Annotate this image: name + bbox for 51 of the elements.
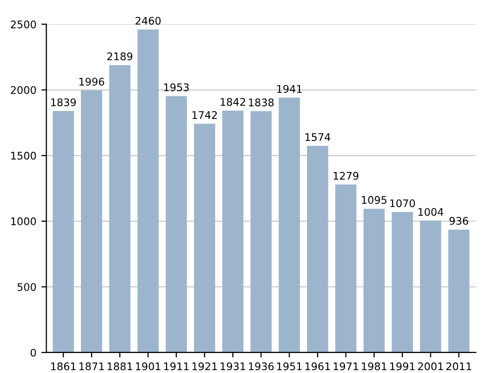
bar xyxy=(137,29,159,352)
data-label: 1279 xyxy=(334,172,358,180)
data-label: 1004 xyxy=(418,208,444,216)
data-label: 1838 xyxy=(248,98,274,106)
x-tick-label: 2001 xyxy=(418,362,443,370)
bar xyxy=(194,124,216,352)
x-tick-label: 1971 xyxy=(334,362,358,370)
data-label: 1742 xyxy=(192,111,217,119)
y-tick-label: 500 xyxy=(18,283,36,291)
bar xyxy=(392,212,413,352)
bar xyxy=(420,220,442,352)
x-tick-label: 1861 xyxy=(51,362,76,370)
bar xyxy=(250,111,272,352)
data-label: 936 xyxy=(450,216,468,225)
bar xyxy=(80,90,102,352)
x-tick-label: 1961 xyxy=(305,362,330,370)
x-tick-label: 2011 xyxy=(446,362,472,370)
x-tick-label: 1921 xyxy=(192,362,217,370)
data-label: 1941 xyxy=(277,84,302,93)
data-label: 2189 xyxy=(107,52,132,60)
y-tick-label: 2500 xyxy=(10,20,36,28)
x-tick-label: 1881 xyxy=(108,362,132,370)
y-tick-label: 1000 xyxy=(11,217,36,226)
bar xyxy=(109,65,130,352)
data-label: 2460 xyxy=(136,16,161,25)
bar xyxy=(335,184,356,352)
bar xyxy=(52,111,74,352)
y-tick-label: 0 xyxy=(30,348,36,357)
x-tick-label: 1936 xyxy=(248,362,274,370)
data-label: 1842 xyxy=(220,98,246,106)
bar xyxy=(306,146,328,352)
bar xyxy=(448,230,470,352)
x-tick-label: 1951 xyxy=(277,362,302,370)
bar xyxy=(363,208,385,352)
data-label: 1574 xyxy=(305,133,330,142)
data-label: 1996 xyxy=(79,78,104,86)
data-label: 1953 xyxy=(164,83,189,92)
bar xyxy=(222,110,244,352)
x-tick-label: 1981 xyxy=(362,362,386,370)
bar xyxy=(166,96,187,352)
x-tick-label: 1991 xyxy=(390,362,415,370)
data-label: 1070 xyxy=(390,199,415,208)
x-tick-label: 1931 xyxy=(220,362,246,370)
data-label: 1095 xyxy=(362,196,386,204)
y-tick-label: 1500 xyxy=(11,152,36,160)
y-tick-label: 2000 xyxy=(10,86,36,94)
x-tick-label: 1871 xyxy=(79,362,104,370)
data-label: 1839 xyxy=(51,98,76,106)
x-tick-label: 1911 xyxy=(164,362,189,370)
x-tick-label: 1901 xyxy=(136,362,160,370)
bar xyxy=(278,98,300,352)
